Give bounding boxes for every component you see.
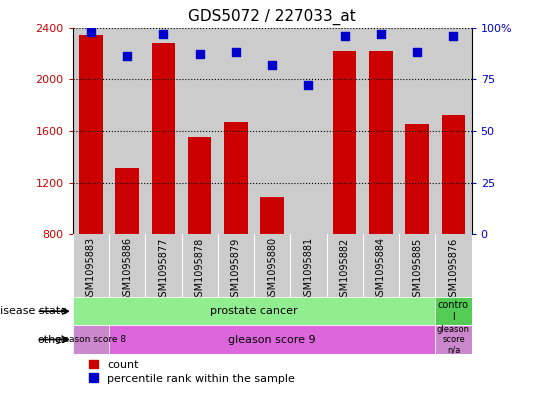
Text: GSM1095881: GSM1095881 <box>303 237 314 303</box>
Bar <box>296 234 320 239</box>
Text: GSM1095877: GSM1095877 <box>158 237 168 303</box>
Bar <box>182 234 218 297</box>
Bar <box>333 51 356 234</box>
Text: prostate cancer: prostate cancer <box>210 306 298 316</box>
Bar <box>399 28 436 234</box>
Text: other: other <box>38 334 67 345</box>
Bar <box>73 28 109 234</box>
Point <box>377 31 385 37</box>
Bar <box>218 234 254 297</box>
Point <box>449 33 458 39</box>
Bar <box>442 116 465 234</box>
Point <box>123 53 132 60</box>
Text: GSM1095882: GSM1095882 <box>340 237 350 303</box>
Bar <box>436 297 472 325</box>
Bar <box>151 43 175 234</box>
Bar <box>254 234 291 297</box>
Text: GSM1095883: GSM1095883 <box>86 237 96 303</box>
Bar <box>115 168 139 234</box>
Text: GSM1095886: GSM1095886 <box>122 237 132 303</box>
Title: GDS5072 / 227033_at: GDS5072 / 227033_at <box>188 9 356 25</box>
Point <box>159 31 168 37</box>
Bar <box>182 28 218 234</box>
Bar <box>73 234 109 297</box>
Point <box>268 62 277 68</box>
Bar <box>146 234 182 297</box>
Bar <box>218 28 254 234</box>
Bar <box>363 28 399 234</box>
Text: GSM1095878: GSM1095878 <box>195 237 205 303</box>
Bar <box>79 35 102 234</box>
Bar <box>73 325 109 354</box>
Bar <box>363 234 399 297</box>
Point <box>413 49 421 55</box>
Bar <box>436 234 472 297</box>
Text: gleason score 8: gleason score 8 <box>56 335 127 344</box>
Bar <box>436 28 472 234</box>
Bar <box>327 28 363 234</box>
Bar <box>254 28 291 234</box>
Point <box>304 82 313 88</box>
Text: disease state: disease state <box>0 306 67 316</box>
Point <box>341 33 349 39</box>
Text: GSM1095880: GSM1095880 <box>267 237 277 303</box>
Bar <box>291 234 327 297</box>
Bar <box>327 234 363 297</box>
Text: gleason score 9: gleason score 9 <box>229 334 316 345</box>
Text: gleason
score
n/a: gleason score n/a <box>437 325 470 354</box>
Text: GSM1095884: GSM1095884 <box>376 237 386 303</box>
Legend: count, percentile rank within the sample: count, percentile rank within the sample <box>89 360 295 384</box>
Bar <box>109 28 146 234</box>
Point <box>195 51 204 57</box>
Text: GSM1095876: GSM1095876 <box>448 237 459 303</box>
Bar <box>399 234 436 297</box>
Bar <box>109 325 436 354</box>
Text: contro
l: contro l <box>438 301 469 322</box>
Point <box>87 29 95 35</box>
Bar <box>291 28 327 234</box>
Bar <box>224 122 248 234</box>
Bar <box>369 51 393 234</box>
Text: GSM1095885: GSM1095885 <box>412 237 422 303</box>
Bar <box>146 28 182 234</box>
Bar <box>188 137 211 234</box>
Bar <box>405 125 429 234</box>
Point <box>232 49 240 55</box>
Text: GSM1095879: GSM1095879 <box>231 237 241 303</box>
Bar <box>109 234 146 297</box>
Bar <box>436 325 472 354</box>
Bar <box>260 197 284 234</box>
